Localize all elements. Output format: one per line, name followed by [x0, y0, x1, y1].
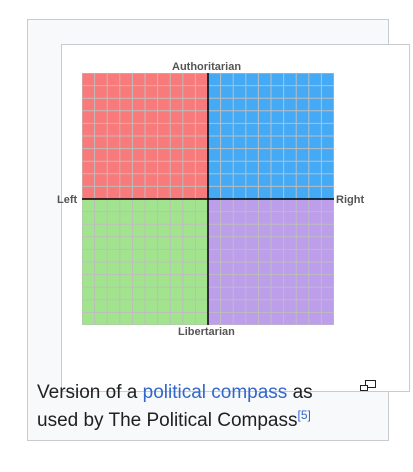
- magnify-clip-icon[interactable]: [360, 380, 376, 393]
- axis-label-libertarian: Libertarian: [178, 326, 235, 338]
- figure-caption: Version of a political compass as used b…: [37, 379, 337, 435]
- caption-text-before: Version of a: [37, 382, 143, 403]
- axis-label-authoritarian: Authoritarian: [172, 61, 242, 73]
- axis-label-left: Left: [57, 194, 78, 206]
- political-compass-chart[interactable]: [82, 73, 334, 325]
- reference-link[interactable]: [5]: [297, 408, 311, 422]
- caption-text-after: as used by The Political Compass: [37, 382, 313, 431]
- political-compass-link[interactable]: political compass: [142, 382, 288, 403]
- axis-label-right: Right: [336, 194, 365, 206]
